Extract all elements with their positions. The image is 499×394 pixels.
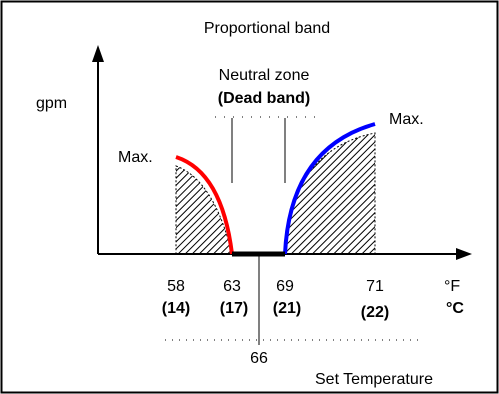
max-right-label: Max. [389, 111, 424, 128]
x-axis-arrow [456, 248, 472, 260]
y-axis-label: gpm [36, 95, 67, 112]
heating-curve [175, 155, 234, 255]
tick-label-f: 58 [167, 278, 185, 295]
tick-label-f: 63 [223, 278, 241, 295]
cooling-curve [283, 122, 376, 255]
set-temperature-label: Set Temperature [315, 371, 433, 388]
tick-label-f: 69 [276, 278, 294, 295]
cooling-hatch-area [284, 132, 376, 255]
tick-label-c: (14) [162, 300, 190, 317]
unit-celsius-label: °C [446, 300, 464, 317]
dead-band-label: (Dead band) [218, 90, 310, 107]
unit-fahrenheit-label: °F [444, 278, 460, 295]
max-left-label: Max. [118, 149, 153, 166]
setpoint-label: 66 [250, 350, 268, 367]
tick-label-c: (22) [361, 304, 389, 321]
tick-label-c: (21) [273, 300, 301, 317]
tick-label-f: 71 [366, 278, 384, 295]
tick-label-c: (17) [220, 300, 248, 317]
title: Proportional band [204, 20, 330, 37]
neutral-zone-label: Neutral zone [219, 67, 310, 84]
y-axis-arrow [92, 45, 104, 62]
